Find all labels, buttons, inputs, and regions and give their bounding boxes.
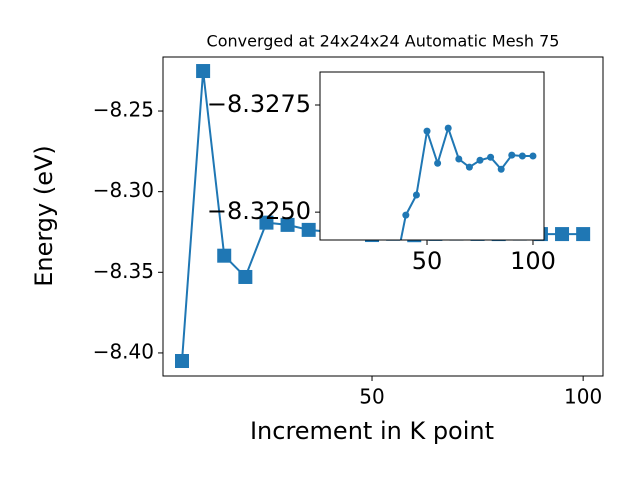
data-point — [412, 191, 420, 199]
data-point — [518, 152, 526, 160]
data-point — [487, 153, 495, 161]
data-point — [280, 217, 295, 232]
data-point — [576, 227, 591, 242]
axes-frame — [319, 71, 545, 241]
data-point — [392, 264, 399, 271]
y-axis-label: Energy (eV) — [30, 145, 58, 287]
data-point — [508, 151, 516, 159]
y-tick-label: −8.35 — [93, 259, 154, 283]
y-tick-label: −8.3250 — [207, 197, 311, 225]
data-point — [455, 155, 463, 163]
data-point — [301, 222, 316, 237]
data-point — [423, 127, 431, 135]
data-point — [555, 227, 570, 242]
x-tick-label: 50 — [359, 385, 384, 409]
y-tick-label: −8.25 — [93, 98, 154, 122]
x-axis-label: Increment in K point — [250, 417, 494, 445]
y-tick-label: −8.30 — [93, 178, 154, 202]
data-point — [465, 163, 473, 171]
data-point — [196, 64, 211, 79]
y-tick-label: −8.40 — [93, 339, 154, 363]
data-point — [217, 248, 232, 263]
x-tick-label: 100 — [564, 385, 602, 409]
data-point — [259, 215, 274, 230]
data-point — [175, 354, 190, 369]
data-point — [434, 159, 442, 167]
data-point — [476, 156, 484, 164]
data-point — [402, 211, 410, 219]
axes-frame — [162, 56, 604, 377]
inset-background — [320, 72, 544, 240]
data-point — [529, 152, 537, 160]
plot-area — [392, 124, 537, 271]
data-point — [238, 269, 253, 284]
data-point — [497, 165, 505, 173]
y-tick-label: −8.3275 — [207, 90, 311, 118]
x-tick-label: 100 — [510, 247, 556, 275]
data-point — [444, 124, 452, 132]
chart-title: Converged at 24x24x24 Automatic Mesh 75 — [207, 32, 560, 51]
x-tick-label: 50 — [412, 247, 443, 275]
